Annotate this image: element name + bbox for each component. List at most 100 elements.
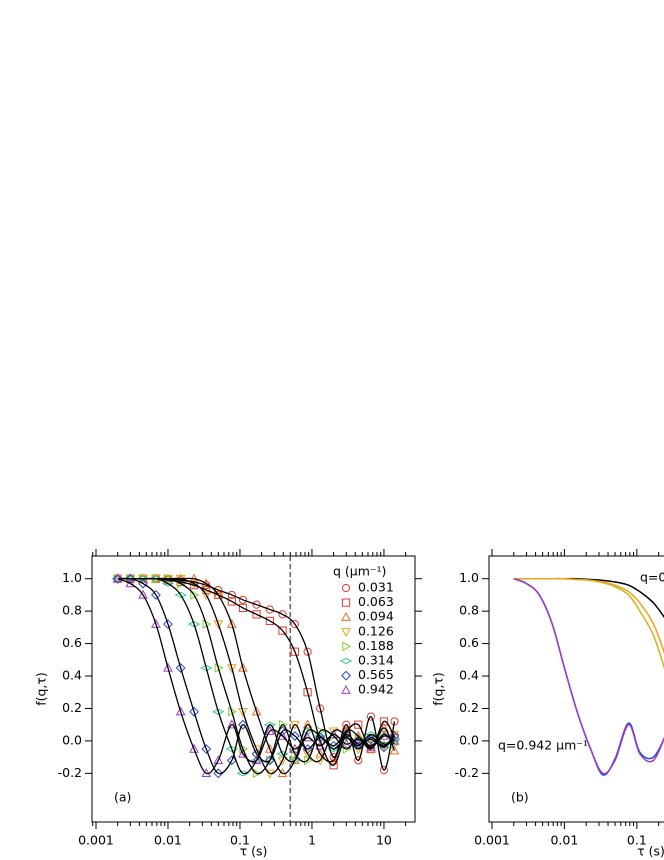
x-tick-label: 0.001 <box>78 833 114 848</box>
y-tick-label: 0.4 <box>62 668 82 683</box>
x-tick-label: 1 <box>308 833 316 848</box>
data-point <box>213 620 224 630</box>
data-point <box>201 744 212 754</box>
y-tick-label: 0.0 <box>459 732 479 747</box>
legend-marker <box>341 628 351 638</box>
data-point <box>238 708 248 717</box>
data-point <box>227 590 236 600</box>
data-point <box>290 647 300 656</box>
data-point <box>302 719 313 729</box>
legend-marker <box>341 670 351 681</box>
y-tick-label: 1.0 <box>459 570 479 585</box>
legend-label: 0.942 <box>358 682 394 697</box>
y-axis-label: f(q,τ) <box>34 672 49 706</box>
data-point <box>354 720 363 729</box>
data-point <box>163 619 173 630</box>
data-point <box>213 768 224 779</box>
data-point <box>251 755 262 765</box>
data-point <box>328 755 339 765</box>
fit-line <box>117 577 395 775</box>
x-tick-label: 10 <box>376 833 392 848</box>
data-point <box>238 603 248 613</box>
x-tick-label: 0.1 <box>627 833 647 848</box>
data-point <box>389 745 400 755</box>
legend-marker <box>341 583 351 593</box>
data-line <box>513 577 664 775</box>
y-tick-label: -0.2 <box>58 765 82 780</box>
y-tick-label: 0.6 <box>62 635 82 650</box>
data-point <box>252 768 262 779</box>
data-point <box>316 704 325 713</box>
data-line <box>513 577 664 654</box>
y-tick-label: 1.0 <box>62 570 82 585</box>
data-point <box>226 719 237 729</box>
data-point <box>225 745 239 753</box>
data-point <box>175 706 186 716</box>
data-point <box>238 662 248 672</box>
y-tick-label: 0.8 <box>459 603 479 618</box>
data-point <box>265 743 275 753</box>
legend-label: 0.094 <box>358 609 394 624</box>
data-point <box>189 743 199 753</box>
y-tick-label: 0.0 <box>62 732 82 747</box>
data-point <box>366 712 376 721</box>
data-point <box>252 600 261 609</box>
x-tick-label: 0.01 <box>154 833 182 848</box>
data-point <box>278 626 287 635</box>
data-point <box>112 573 123 584</box>
data-point <box>252 610 261 619</box>
legend-label: 0.126 <box>358 623 394 638</box>
data-point <box>201 591 212 601</box>
data-point <box>302 750 313 760</box>
data-point <box>328 727 339 737</box>
data-point <box>265 725 275 735</box>
data-point <box>175 663 186 673</box>
plot-frame <box>91 555 416 823</box>
legend-label: 0.314 <box>358 653 394 668</box>
panel-label: (a) <box>114 790 131 805</box>
data-point <box>379 717 389 726</box>
legend-title: q (μm⁻¹) <box>333 564 386 579</box>
data-point <box>302 732 313 742</box>
data-point <box>213 755 224 765</box>
data-point <box>238 719 248 730</box>
data-point <box>226 664 237 674</box>
legend-marker <box>341 598 351 607</box>
x-tick-label: 0.1 <box>230 833 250 848</box>
legend-marker <box>342 641 352 652</box>
data-point <box>264 755 275 766</box>
legend-label: 0.188 <box>358 638 394 653</box>
fit-line <box>117 577 395 775</box>
legend-marker <box>341 684 351 694</box>
plot-frame <box>488 555 664 823</box>
plot-area <box>111 556 401 822</box>
y-axis-label: f(q,τ) <box>431 672 446 706</box>
data-point <box>187 620 201 628</box>
x-axis-label: τ (s) <box>637 844 664 859</box>
y-tick-label: 0.6 <box>459 635 479 650</box>
legend-label: 0.063 <box>358 594 394 609</box>
data-point <box>238 595 248 604</box>
data-point <box>303 688 312 697</box>
data-point <box>290 731 300 741</box>
data-point <box>354 756 363 765</box>
annotation: q=0 <box>640 570 664 585</box>
panel-label: (b) <box>511 790 529 805</box>
legend-marker <box>341 611 351 621</box>
data-point <box>163 662 173 672</box>
data-point <box>379 765 389 775</box>
fit-line <box>117 577 395 775</box>
x-axis-label: τ (s) <box>240 844 268 859</box>
y-tick-label: 0.8 <box>62 603 82 618</box>
data-point <box>251 706 262 716</box>
data-point <box>277 768 288 778</box>
data-point <box>329 761 338 770</box>
plot-area <box>513 577 664 776</box>
data-point <box>151 590 161 600</box>
data-point <box>277 756 288 766</box>
data-point <box>265 616 274 625</box>
data-point <box>278 719 288 730</box>
data-point <box>226 755 237 766</box>
legend-marker <box>339 657 353 665</box>
